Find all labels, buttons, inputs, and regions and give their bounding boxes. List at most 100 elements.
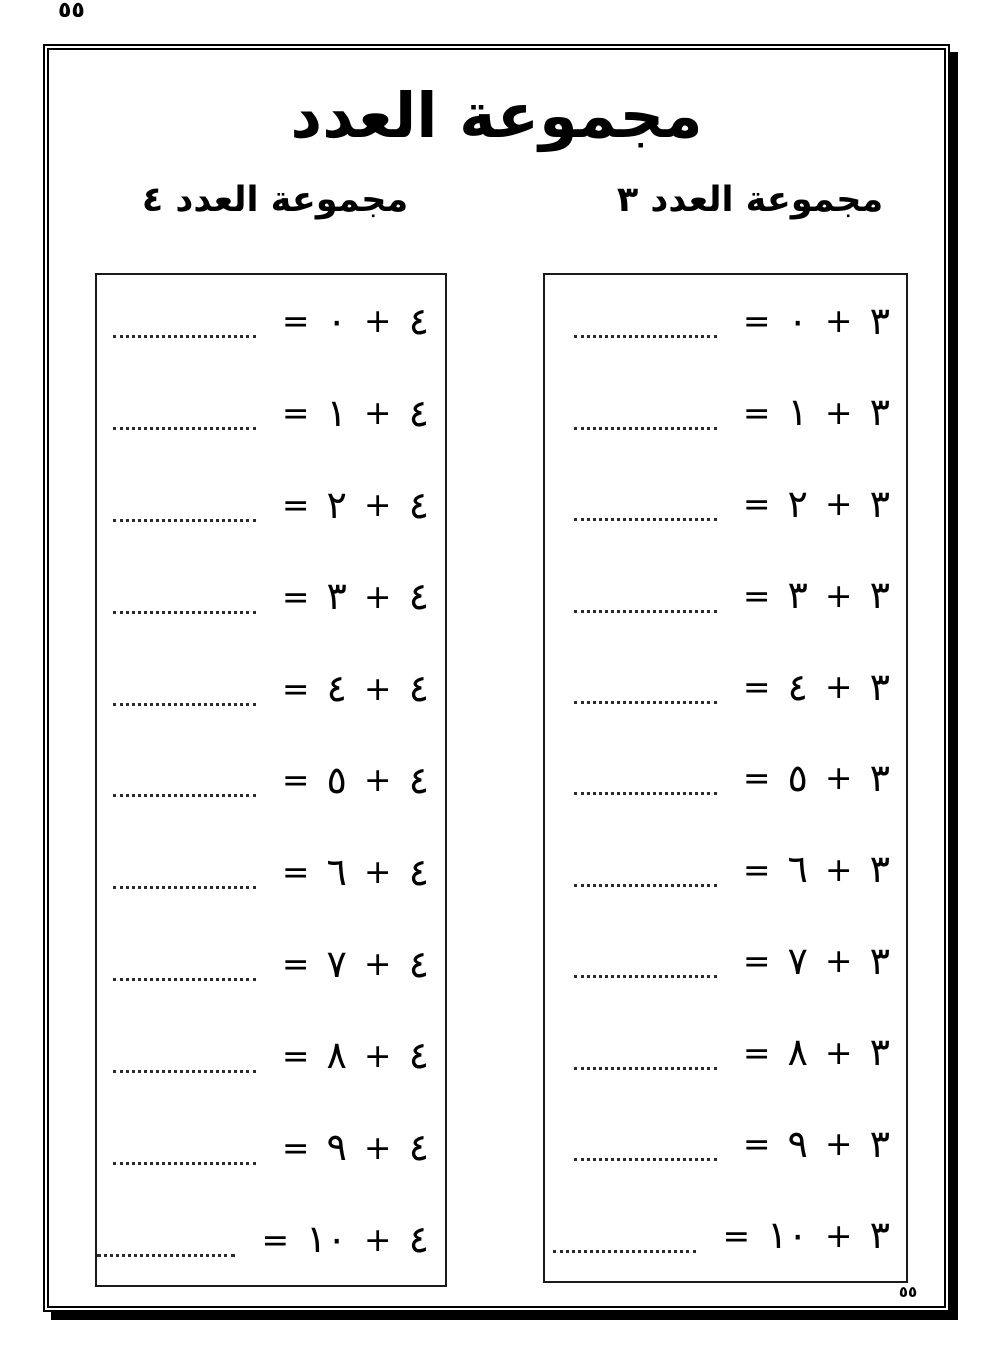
base-number: ٣ (869, 664, 890, 709)
base-number: ٣ (869, 390, 890, 435)
answer-blank (573, 1158, 717, 1162)
answer-blank (112, 1161, 256, 1165)
plus-sign: + (824, 758, 853, 798)
base-number: ٤ (408, 574, 429, 619)
equals-sign: = (281, 1035, 310, 1075)
equals-sign: = (261, 1219, 290, 1259)
addend-number: ٥ (326, 757, 347, 802)
addend-number: ١ (326, 390, 347, 435)
addend-number: ١٠ (767, 1213, 808, 1258)
base-number: ٤ (408, 390, 429, 435)
equals-sign: = (281, 760, 310, 800)
plus-sign: + (824, 849, 853, 889)
base-number: ٤ (408, 666, 429, 711)
answer-blank (573, 609, 717, 613)
equals-sign: = (742, 484, 771, 524)
base-number: ٤ (408, 298, 429, 343)
plus-sign: + (824, 941, 853, 981)
answer-blank (573, 426, 717, 430)
page-number-top: ٥٥ (58, 0, 85, 23)
addend-number: ٠ (326, 298, 347, 343)
addend-number: ٨ (787, 1030, 808, 1075)
plus-sign: + (824, 667, 853, 707)
answer-blank (573, 975, 717, 979)
plus-sign: + (363, 576, 392, 616)
plus-sign: + (824, 1032, 853, 1072)
addend-number: ٢ (787, 481, 808, 526)
answer-blank (573, 518, 717, 522)
plus-sign: + (824, 484, 853, 524)
plus-sign: + (363, 301, 392, 341)
plus-sign: + (824, 575, 853, 615)
equals-sign: = (742, 1124, 771, 1164)
base-number: ٣ (869, 755, 890, 800)
answer-blank (112, 886, 256, 890)
page-number-bottom: ٥٥ (898, 1283, 918, 1301)
equation-row: = ٠ +٤ (97, 275, 445, 367)
equals-sign: = (742, 758, 771, 798)
equals-sign: = (742, 392, 771, 432)
answer-blank (112, 610, 256, 614)
answer-blank (573, 1066, 717, 1070)
answer-blank (112, 519, 256, 523)
base-number: ٤ (408, 941, 429, 986)
equals-sign: = (742, 301, 771, 341)
equals-sign: = (281, 668, 310, 708)
equals-sign: = (281, 576, 310, 616)
answer-blank (112, 427, 256, 431)
addend-number: ١ (787, 390, 808, 435)
addend-number: ٦ (787, 847, 808, 892)
equals-sign: = (281, 1127, 310, 1167)
equation-row: = ٨ +٣ (545, 1007, 906, 1098)
column-header-set-of-four: مجموعة العدد ٤ (141, 180, 409, 220)
answer-blank (112, 702, 256, 706)
plus-sign: + (363, 1219, 392, 1259)
base-number: ٣ (869, 1213, 890, 1258)
base-number: ٣ (869, 847, 890, 892)
equals-sign: = (742, 941, 771, 981)
equals-sign: = (742, 849, 771, 889)
equation-row: = ٨ +٤ (97, 1010, 445, 1102)
page-title: مجموعة العدد (290, 79, 703, 152)
addend-number: ٩ (326, 1125, 347, 1170)
addend-number: ٢ (326, 482, 347, 527)
addend-number: ٦ (326, 849, 347, 894)
plus-sign: + (363, 1035, 392, 1075)
base-number: ٤ (408, 1033, 429, 1078)
plus-sign: + (824, 1124, 853, 1164)
addend-number: ٤ (787, 664, 808, 709)
plus-sign: + (363, 944, 392, 984)
plus-sign: + (824, 1215, 853, 1255)
plus-sign: + (363, 485, 392, 525)
answer-blank (573, 335, 717, 339)
plus-sign: + (824, 301, 853, 341)
plus-sign: + (363, 393, 392, 433)
equation-row: = ٥ +٣ (545, 732, 906, 823)
equation-row: = ٦ +٤ (97, 826, 445, 918)
base-number: ٣ (869, 1030, 890, 1075)
equation-row: = ٢ +٣ (545, 458, 906, 549)
equals-sign: = (281, 944, 310, 984)
equation-row: = ٠ +٣ (545, 275, 906, 366)
equation-box-set-of-four: = ٠ +٤ = ١ +٤ = ٢ +٤ = ٣ +٤ = ٤ +٤ = ٥ +٤ = ٦ +٤ = ٧ +٤ = ٨ +٤ = ٩ +٤… (95, 273, 447, 1287)
plus-sign: + (363, 852, 392, 892)
equation-row: = ٤ +٤ (97, 642, 445, 734)
equation-row: = ١ +٤ (97, 367, 445, 459)
equals-sign: = (742, 1032, 771, 1072)
plus-sign: + (363, 760, 392, 800)
equation-row: = ٩ +٤ (97, 1101, 445, 1193)
addend-number: ٨ (326, 1033, 347, 1078)
answer-blank (112, 794, 256, 798)
equation-row: = ١ +٣ (545, 366, 906, 457)
equation-row: = ٧ +٣ (545, 915, 906, 1006)
answer-blank (553, 1249, 697, 1253)
equals-sign: = (281, 852, 310, 892)
answer-blank (112, 335, 256, 339)
equation-row: = ٩ +٣ (545, 1098, 906, 1189)
equation-row: = ٥ +٤ (97, 734, 445, 826)
plus-sign: + (363, 668, 392, 708)
equals-sign: = (281, 485, 310, 525)
equation-row: = ١٠ +٤ (97, 1193, 445, 1285)
equation-row: = ٤ +٣ (545, 641, 906, 732)
